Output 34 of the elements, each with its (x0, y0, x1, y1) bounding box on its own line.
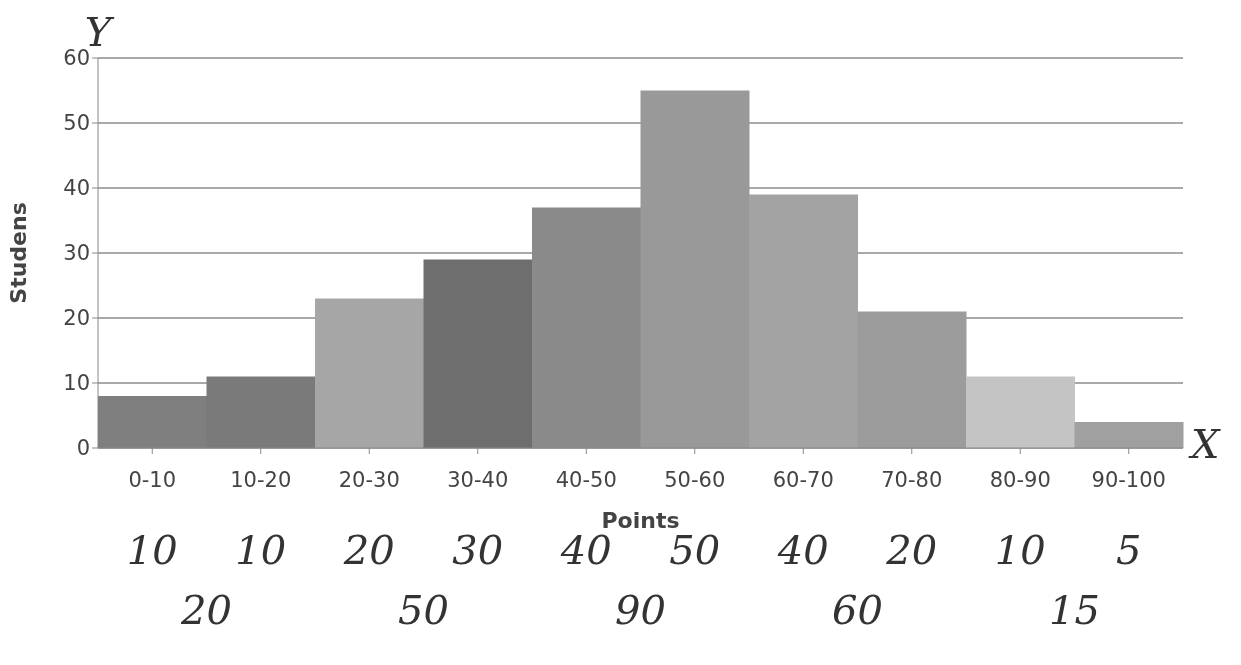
y-tick-label: 50 (63, 111, 90, 136)
x-tick-label: 80-90 (989, 467, 1051, 492)
text: 20 (181, 587, 232, 633)
bar (315, 298, 424, 448)
y-tick-label: 20 (63, 306, 90, 331)
text: 10 (126, 527, 178, 573)
text: 90 (615, 587, 666, 633)
x-tick-label: 90-100 (1091, 467, 1166, 492)
text: 5 (1116, 527, 1142, 573)
bar (423, 259, 533, 448)
y-tick-label: 30 (63, 241, 90, 266)
x-tick-label: 50-60 (664, 467, 726, 492)
x-tick-label: 20-30 (338, 467, 400, 492)
text: 60 (832, 587, 883, 633)
y-tick-label: 0 (76, 436, 90, 461)
bar (966, 376, 1075, 448)
y-tick-label: 10 (63, 371, 90, 396)
y-tick-label: 40 (63, 176, 90, 201)
x-tick-label: 60-70 (772, 467, 834, 492)
text: 20 (886, 527, 938, 573)
text: 40 (777, 527, 829, 573)
text: 30 (452, 527, 504, 573)
text: 20 (343, 527, 395, 573)
y-axis-title: Studens (5, 202, 31, 304)
text: 10 (235, 527, 287, 573)
x-tick-label: 10-20 (230, 467, 292, 492)
x-tick-label: 0-10 (128, 467, 177, 492)
x-tick-label: 70-80 (881, 467, 943, 492)
x-tick-label: 30-40 (447, 467, 509, 492)
bar (1074, 422, 1184, 448)
x-tick-label: 40-50 (555, 467, 617, 492)
text: 50 (398, 587, 449, 633)
text: 10 (994, 527, 1046, 573)
text: 15 (1049, 587, 1100, 633)
